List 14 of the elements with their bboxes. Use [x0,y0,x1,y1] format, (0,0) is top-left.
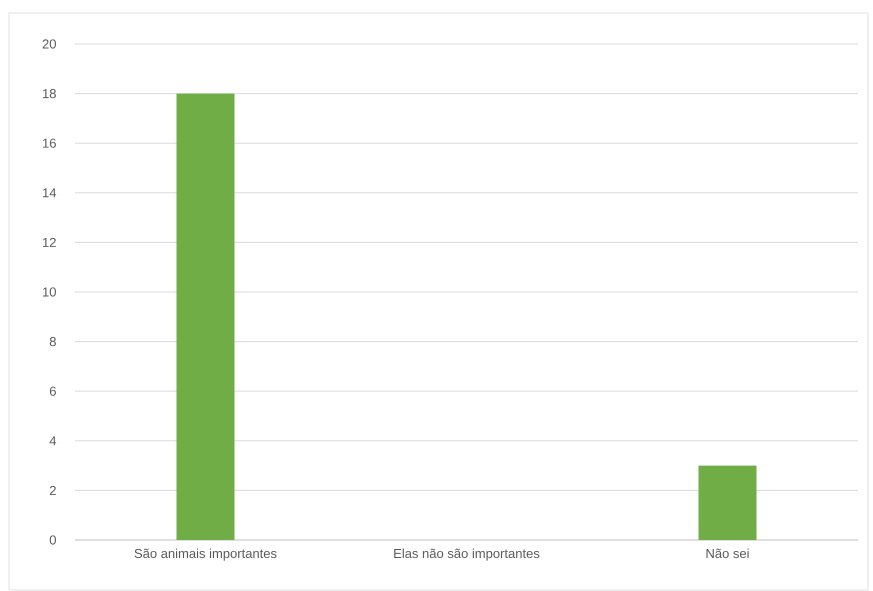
y-tick-label: 18 [43,88,56,98]
y-tick-label: 14 [43,188,56,198]
y-tick-label: 4 [50,436,56,446]
x-tick-label: Não sei [706,548,749,558]
y-tick-label: 2 [50,486,56,495]
y-tick-label: 10 [43,287,56,297]
y-tick-label: 16 [43,138,56,148]
x-tick-label: Elas não são importantes [394,548,540,561]
y-tick-label: 12 [43,238,56,247]
y-tick-label: 0 [50,535,56,545]
y-tick-label: 6 [50,386,56,396]
x-tick-label: São animais importantes [134,548,277,561]
y-tick-label: 20 [42,39,56,49]
y-tick-label: 8 [50,336,56,346]
